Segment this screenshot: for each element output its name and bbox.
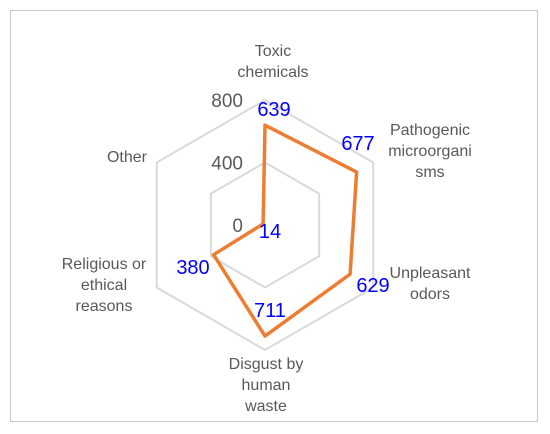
tick-label: 400 (211, 154, 243, 175)
category-label: Other (107, 149, 148, 166)
data-labels: 639 677 629 711 380 14 (176, 99, 389, 322)
data-label: 14 (259, 221, 281, 243)
grid-ring-400 (209, 161, 321, 289)
data-label: 639 (257, 99, 290, 121)
category-label: Disgust by human waste (229, 356, 304, 415)
grid-layer (155, 98, 375, 352)
category-label: Toxic chemicals (237, 43, 308, 81)
category-label: Pathogenic microorgani sms (388, 122, 472, 181)
tick-label: 0 (232, 216, 243, 237)
series-layer (211, 123, 359, 338)
category-label: Religious or ethical reasons (62, 256, 147, 315)
tick-label: 800 (211, 91, 243, 112)
data-label: 380 (176, 257, 209, 279)
data-label: 629 (356, 275, 389, 297)
grid-ring-800 (155, 98, 375, 352)
category-label: Unpleasant odors (390, 265, 472, 303)
data-label: 711 (254, 300, 286, 322)
data-label: 677 (341, 133, 374, 155)
chart-frame (10, 10, 538, 422)
category-labels: Toxic chemicals Pathogenic microorgani sms Un… (62, 43, 472, 415)
tick-layer: 0 400 800 (211, 91, 243, 237)
